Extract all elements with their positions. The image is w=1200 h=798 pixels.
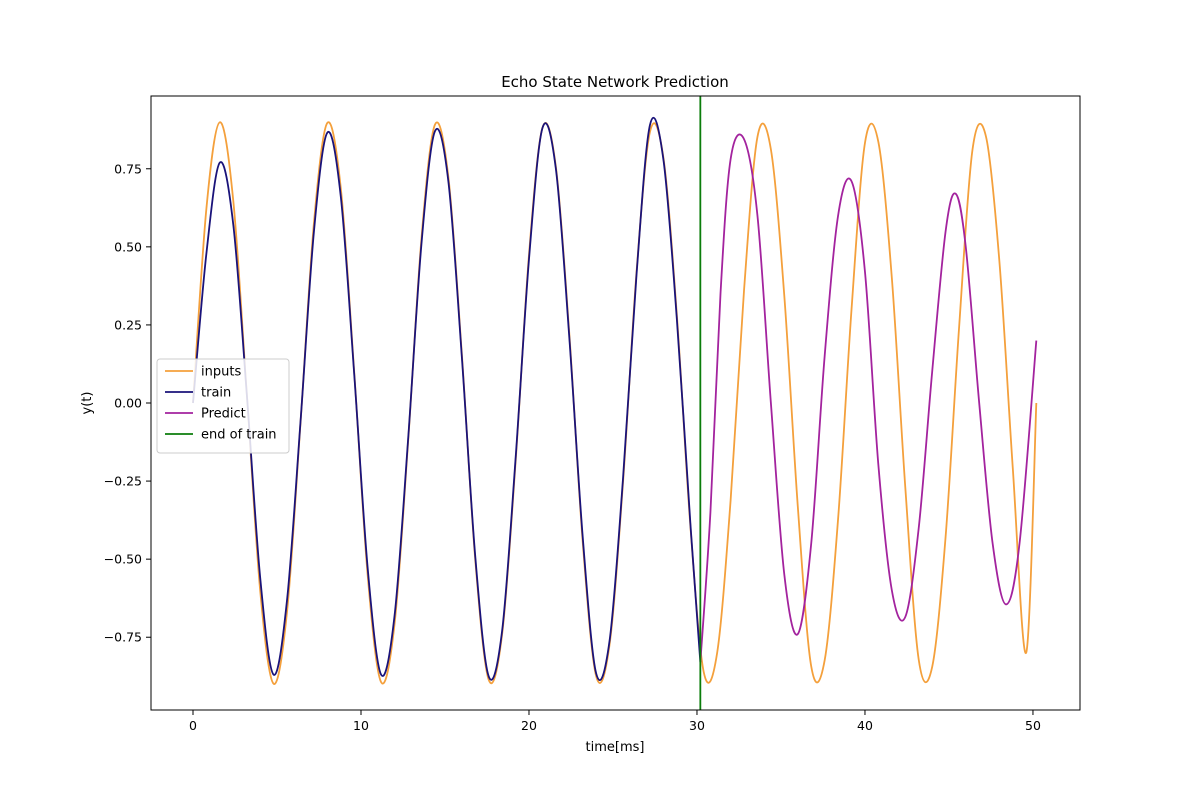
y-tick-label: 0.75 (114, 161, 142, 176)
y-tick-label: −0.25 (104, 474, 142, 489)
legend: inputs train Predict end of train (156, 358, 290, 454)
x-tick-label: 40 (857, 718, 873, 733)
x-tick-label: 10 (353, 718, 369, 733)
y-tick-label: 0.50 (114, 239, 142, 254)
y-tick-label: 0.25 (114, 317, 142, 332)
y-tick-label: 0.00 (114, 396, 142, 411)
chart-title: Echo State Network Prediction (501, 73, 729, 91)
x-tick-label: 0 (189, 718, 197, 733)
legend-label-inputs: inputs (201, 365, 241, 380)
x-axis-label: time[ms] (586, 740, 645, 755)
y-axis-label: y(t) (80, 392, 95, 415)
x-tick-label: 20 (521, 718, 537, 733)
x-tick-label: 50 (1025, 718, 1041, 733)
x-axis: 0 10 20 30 40 50 (189, 710, 1041, 733)
series-line-train (192, 116, 702, 681)
legend-label-predict: Predict (201, 407, 246, 422)
legend-box (156, 358, 290, 454)
legend-label-end-of-train: end of train (201, 428, 277, 443)
y-tick-label: −0.75 (104, 630, 142, 645)
y-axis: −0.75 −0.50 −0.25 0.00 0.25 0.50 0.75 (104, 161, 151, 645)
plot-area (150, 95, 1081, 711)
legend-label-train: train (201, 386, 231, 401)
x-tick-label: 30 (689, 718, 705, 733)
series-line-predict (699, 133, 1038, 663)
y-tick-label: −0.50 (104, 552, 142, 567)
